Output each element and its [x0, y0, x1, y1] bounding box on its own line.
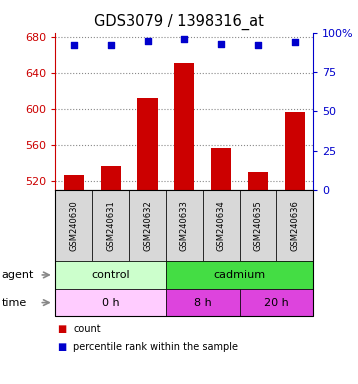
Text: time: time — [2, 298, 27, 308]
Point — [108, 42, 113, 48]
Bar — [285, 112, 305, 190]
Bar — [174, 63, 194, 190]
Point — [71, 42, 77, 48]
Text: 20 h: 20 h — [264, 298, 289, 308]
Text: GSM240631: GSM240631 — [106, 200, 115, 251]
Text: GSM240630: GSM240630 — [69, 200, 78, 251]
Text: GSM240635: GSM240635 — [253, 200, 262, 251]
Bar — [137, 98, 158, 190]
Text: GSM240632: GSM240632 — [143, 200, 152, 251]
Text: count: count — [73, 324, 101, 334]
Text: GSM240636: GSM240636 — [290, 200, 299, 251]
Text: GSM240634: GSM240634 — [217, 200, 226, 251]
Text: GSM240633: GSM240633 — [180, 200, 189, 251]
Text: agent: agent — [2, 270, 34, 280]
Bar — [64, 175, 84, 190]
Bar — [101, 166, 121, 190]
Point — [182, 36, 187, 42]
Text: ■: ■ — [57, 324, 67, 334]
Point — [255, 42, 261, 48]
Bar — [211, 148, 231, 190]
Text: 8 h: 8 h — [194, 298, 212, 308]
Text: 0 h: 0 h — [102, 298, 120, 308]
Bar — [248, 172, 268, 190]
Point — [218, 41, 224, 47]
Point — [292, 39, 298, 45]
Text: control: control — [91, 270, 130, 280]
Point — [145, 37, 150, 43]
Text: percentile rank within the sample: percentile rank within the sample — [73, 342, 238, 352]
Text: GDS3079 / 1398316_at: GDS3079 / 1398316_at — [94, 13, 264, 30]
Text: ■: ■ — [57, 342, 67, 352]
Text: cadmium: cadmium — [213, 270, 266, 280]
